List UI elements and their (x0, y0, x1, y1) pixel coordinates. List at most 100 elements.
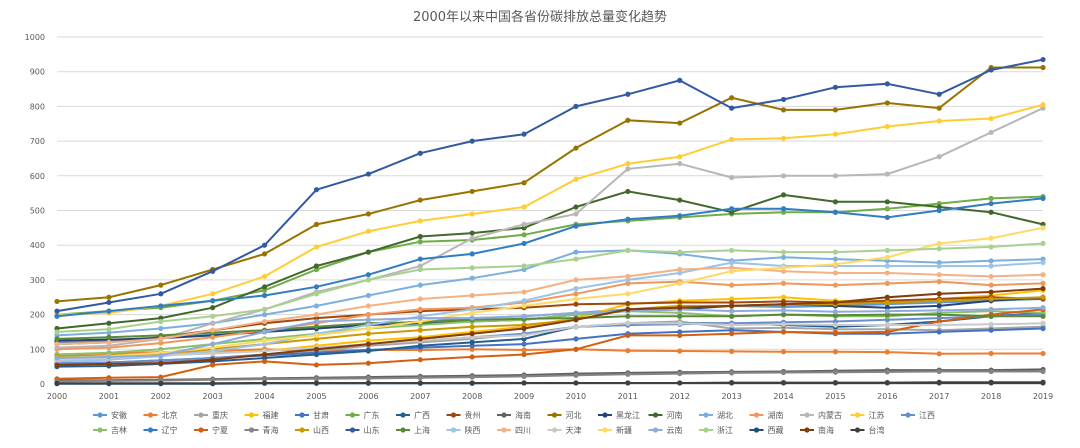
data-point (573, 204, 578, 209)
legend-label: 新疆 (616, 425, 632, 435)
data-point (729, 322, 734, 327)
legend-item: 福建 (245, 410, 279, 420)
legend-item: 台湾 (851, 425, 885, 435)
legend-item: 甘肃 (295, 410, 329, 420)
data-point (781, 97, 786, 102)
data-point (781, 322, 786, 327)
legend-label: 辽宁 (162, 425, 178, 435)
series-内蒙古 (54, 106, 1045, 351)
x-tick-label: 2015 (825, 392, 845, 401)
legend-swatch-marker (703, 427, 708, 432)
data-point (729, 95, 734, 100)
x-tick-label: 2002 (151, 392, 171, 401)
legend-swatch-marker (804, 412, 809, 417)
data-point (989, 307, 994, 312)
legend-item: 北京 (144, 410, 178, 420)
data-point (314, 291, 319, 296)
legend-label: 青海 (263, 425, 279, 435)
data-point (989, 201, 994, 206)
legend-swatch-marker (97, 427, 102, 432)
series-line (57, 372, 1043, 382)
data-point (366, 303, 371, 308)
data-point (521, 303, 526, 308)
data-point (262, 359, 267, 364)
legend-item: 陕西 (447, 425, 481, 435)
data-point (1040, 286, 1045, 291)
data-point (262, 307, 267, 312)
legend-swatch-marker (855, 427, 860, 432)
data-point (781, 173, 786, 178)
data-point (366, 211, 371, 216)
data-point (1040, 295, 1045, 300)
data-point (314, 319, 319, 324)
data-point (210, 335, 215, 340)
legend-item: 四川 (497, 426, 531, 435)
data-point (106, 295, 111, 300)
data-point (573, 291, 578, 296)
data-point (470, 374, 475, 379)
data-point (885, 369, 890, 374)
legend-item: 湖南 (750, 410, 784, 420)
data-point (262, 243, 267, 248)
legend-item: 吉林 (93, 425, 127, 435)
x-tick-label: 2018 (981, 392, 1001, 401)
data-point (885, 300, 890, 305)
data-point (677, 305, 682, 310)
data-point (366, 293, 371, 298)
legend-item: 江西 (901, 411, 935, 420)
data-point (158, 353, 163, 358)
x-tick-label: 2005 (306, 392, 326, 401)
data-point (1040, 314, 1045, 319)
data-point (366, 229, 371, 234)
legend-swatch-marker (97, 412, 102, 417)
data-point (885, 322, 890, 327)
data-point (885, 100, 890, 105)
data-point (781, 250, 786, 255)
data-point (418, 307, 423, 312)
data-point (781, 107, 786, 112)
legend-swatch-marker (653, 412, 658, 417)
x-tick-label: 2000 (47, 392, 67, 401)
data-point (833, 330, 838, 335)
legend-label: 宁夏 (212, 425, 228, 435)
data-point (366, 341, 371, 346)
data-point (521, 289, 526, 294)
legend-label: 甘肃 (313, 410, 329, 420)
data-point (989, 283, 994, 288)
data-point (937, 272, 942, 277)
y-tick-label: 0 (40, 380, 45, 389)
data-point (885, 248, 890, 253)
data-point (314, 263, 319, 268)
legend-swatch-marker (754, 427, 759, 432)
data-point (210, 341, 215, 346)
legend-swatch-marker (703, 412, 708, 417)
y-tick-label: 1000 (25, 33, 45, 42)
legend-item: 江苏 (851, 410, 885, 420)
x-tick-label: 2007 (410, 392, 430, 401)
data-point (521, 222, 526, 227)
legend-item: 浙江 (699, 425, 733, 435)
data-point (418, 328, 423, 333)
data-point (677, 197, 682, 202)
data-point (54, 362, 59, 367)
data-point (54, 309, 59, 314)
data-point (625, 301, 630, 306)
data-point (937, 154, 942, 159)
data-point (54, 381, 59, 386)
legend-swatch-marker (198, 412, 203, 417)
data-point (54, 329, 59, 334)
data-point (833, 85, 838, 90)
data-point (210, 269, 215, 274)
data-point (625, 314, 630, 319)
data-point (470, 189, 475, 194)
legend-swatch-marker (855, 412, 860, 417)
data-point (781, 329, 786, 334)
x-tick-label: 2010 (566, 392, 586, 401)
data-point (470, 380, 475, 385)
data-point (937, 303, 942, 308)
data-point (262, 380, 267, 385)
data-point (521, 298, 526, 303)
x-tick-label: 2012 (670, 392, 690, 401)
data-point (833, 132, 838, 137)
legend-swatch-marker (905, 412, 910, 417)
